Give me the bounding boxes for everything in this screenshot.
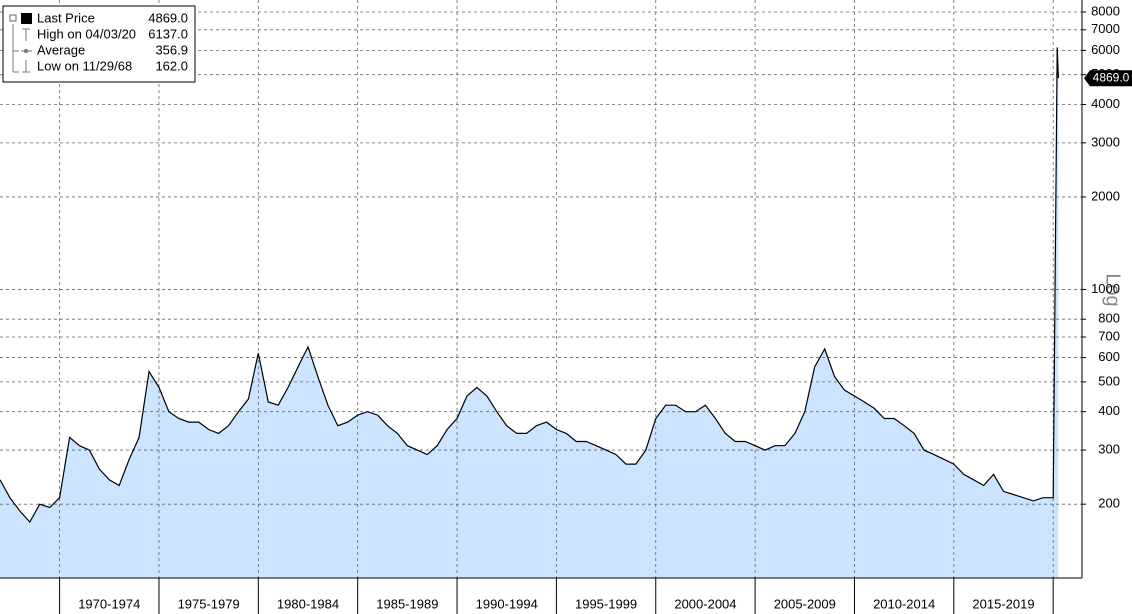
x-tick-label: 2000-2004 (674, 596, 736, 611)
legend-value: 162.0 (155, 58, 188, 73)
last-price-label: 4869.0 (1093, 70, 1130, 84)
y-tick-label: 200 (1098, 496, 1120, 511)
y-tick-label: 6000 (1091, 42, 1120, 57)
y-tick-label: 3000 (1091, 134, 1120, 149)
legend-toggle (9, 14, 17, 22)
area (0, 47, 1059, 578)
x-tick-label: 1970-1974 (78, 596, 140, 611)
x-tick-label: 1985-1989 (376, 596, 438, 611)
plot (0, 0, 1082, 578)
legend-icon (13, 60, 30, 73)
line (0, 47, 1059, 524)
x-tick-label: 1995-1999 (575, 596, 637, 611)
y-tick-label: 400 (1098, 403, 1120, 418)
x-tick-label: 1980-1984 (277, 596, 339, 611)
y-tick-label: 8000 (1091, 3, 1120, 18)
legend: Last Price 4869.0 High on 04/03/20 6137.… (2, 5, 196, 83)
x-tick-label: 2010-2014 (873, 596, 935, 611)
legend-icon (24, 49, 28, 53)
y-tick-label: 500 (1098, 373, 1120, 388)
legend-label: Average (37, 42, 85, 57)
y-tick-label: 1000 (1091, 281, 1120, 296)
x-tick-label: 1990-1994 (476, 596, 538, 611)
legend-label: High on 04/03/20 (37, 26, 136, 41)
legend-box (2, 5, 196, 83)
legend-icon (12, 24, 30, 72)
legend-value: 4869.0 (148, 10, 188, 25)
last-price-tag (1084, 70, 1132, 87)
legend-value: 356.9 (155, 42, 188, 57)
y-tick-label: 4000 (1091, 96, 1120, 111)
x-tick-label: 1975-1979 (178, 596, 240, 611)
legend-label: Low on 11/29/68 (37, 58, 132, 73)
y-tick-label: 2000 (1091, 188, 1120, 203)
y-tick-label: 7000 (1091, 21, 1120, 36)
y-tick-label: 700 (1098, 328, 1120, 343)
x-tick-label: 2005-2009 (774, 596, 836, 611)
legend-value: 6137.0 (148, 26, 188, 41)
y-tick-label: 300 (1098, 442, 1120, 457)
legend-swatch (21, 13, 32, 24)
y-tick-label: 800 (1098, 311, 1120, 326)
x-tick-label: 2015-2019 (972, 596, 1034, 611)
scale-label: Log (1102, 273, 1124, 306)
y-tick-label: 600 (1098, 349, 1120, 364)
legend-label: Last Price (37, 10, 95, 25)
